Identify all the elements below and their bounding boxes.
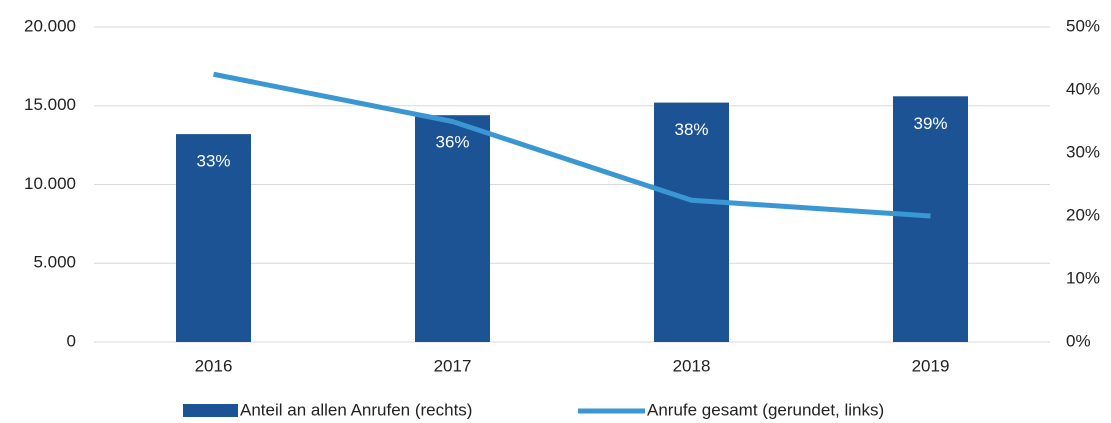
y-tick-label: 15.000 — [24, 95, 76, 114]
y-tick-label: 5.000 — [33, 253, 76, 272]
x-tick-label: 2017 — [434, 356, 472, 375]
y2-tick-label: 20% — [1066, 205, 1100, 224]
data-label: 39% — [913, 114, 947, 133]
y-tick-label: 20.000 — [24, 16, 76, 35]
y2-tick-label: 40% — [1066, 79, 1100, 98]
data-label: 38% — [674, 120, 708, 139]
bar — [654, 102, 729, 342]
x-tick-label: 2019 — [912, 356, 950, 375]
y-tick-label: 0 — [67, 331, 76, 350]
data-label: 33% — [196, 152, 230, 171]
line — [213, 71, 931, 219]
legend-label: Anteil an allen Anrufen (rechts) — [240, 400, 472, 419]
y2-tick-label: 10% — [1066, 268, 1100, 287]
x-tick-label: 2016 — [195, 356, 233, 375]
legend-swatch — [183, 404, 238, 417]
bar — [415, 115, 490, 342]
x-tick-label: 2018 — [673, 356, 711, 375]
y2-tick-label: 50% — [1066, 16, 1100, 35]
bar — [893, 96, 968, 342]
y-tick-label: 10.000 — [24, 174, 76, 193]
bar — [176, 134, 251, 342]
data-label: 36% — [435, 133, 469, 152]
y2-tick-label: 30% — [1066, 142, 1100, 161]
legend-label: Anrufe gesamt (gerundet, links) — [647, 400, 884, 419]
y2-tick-label: 0% — [1066, 331, 1091, 350]
